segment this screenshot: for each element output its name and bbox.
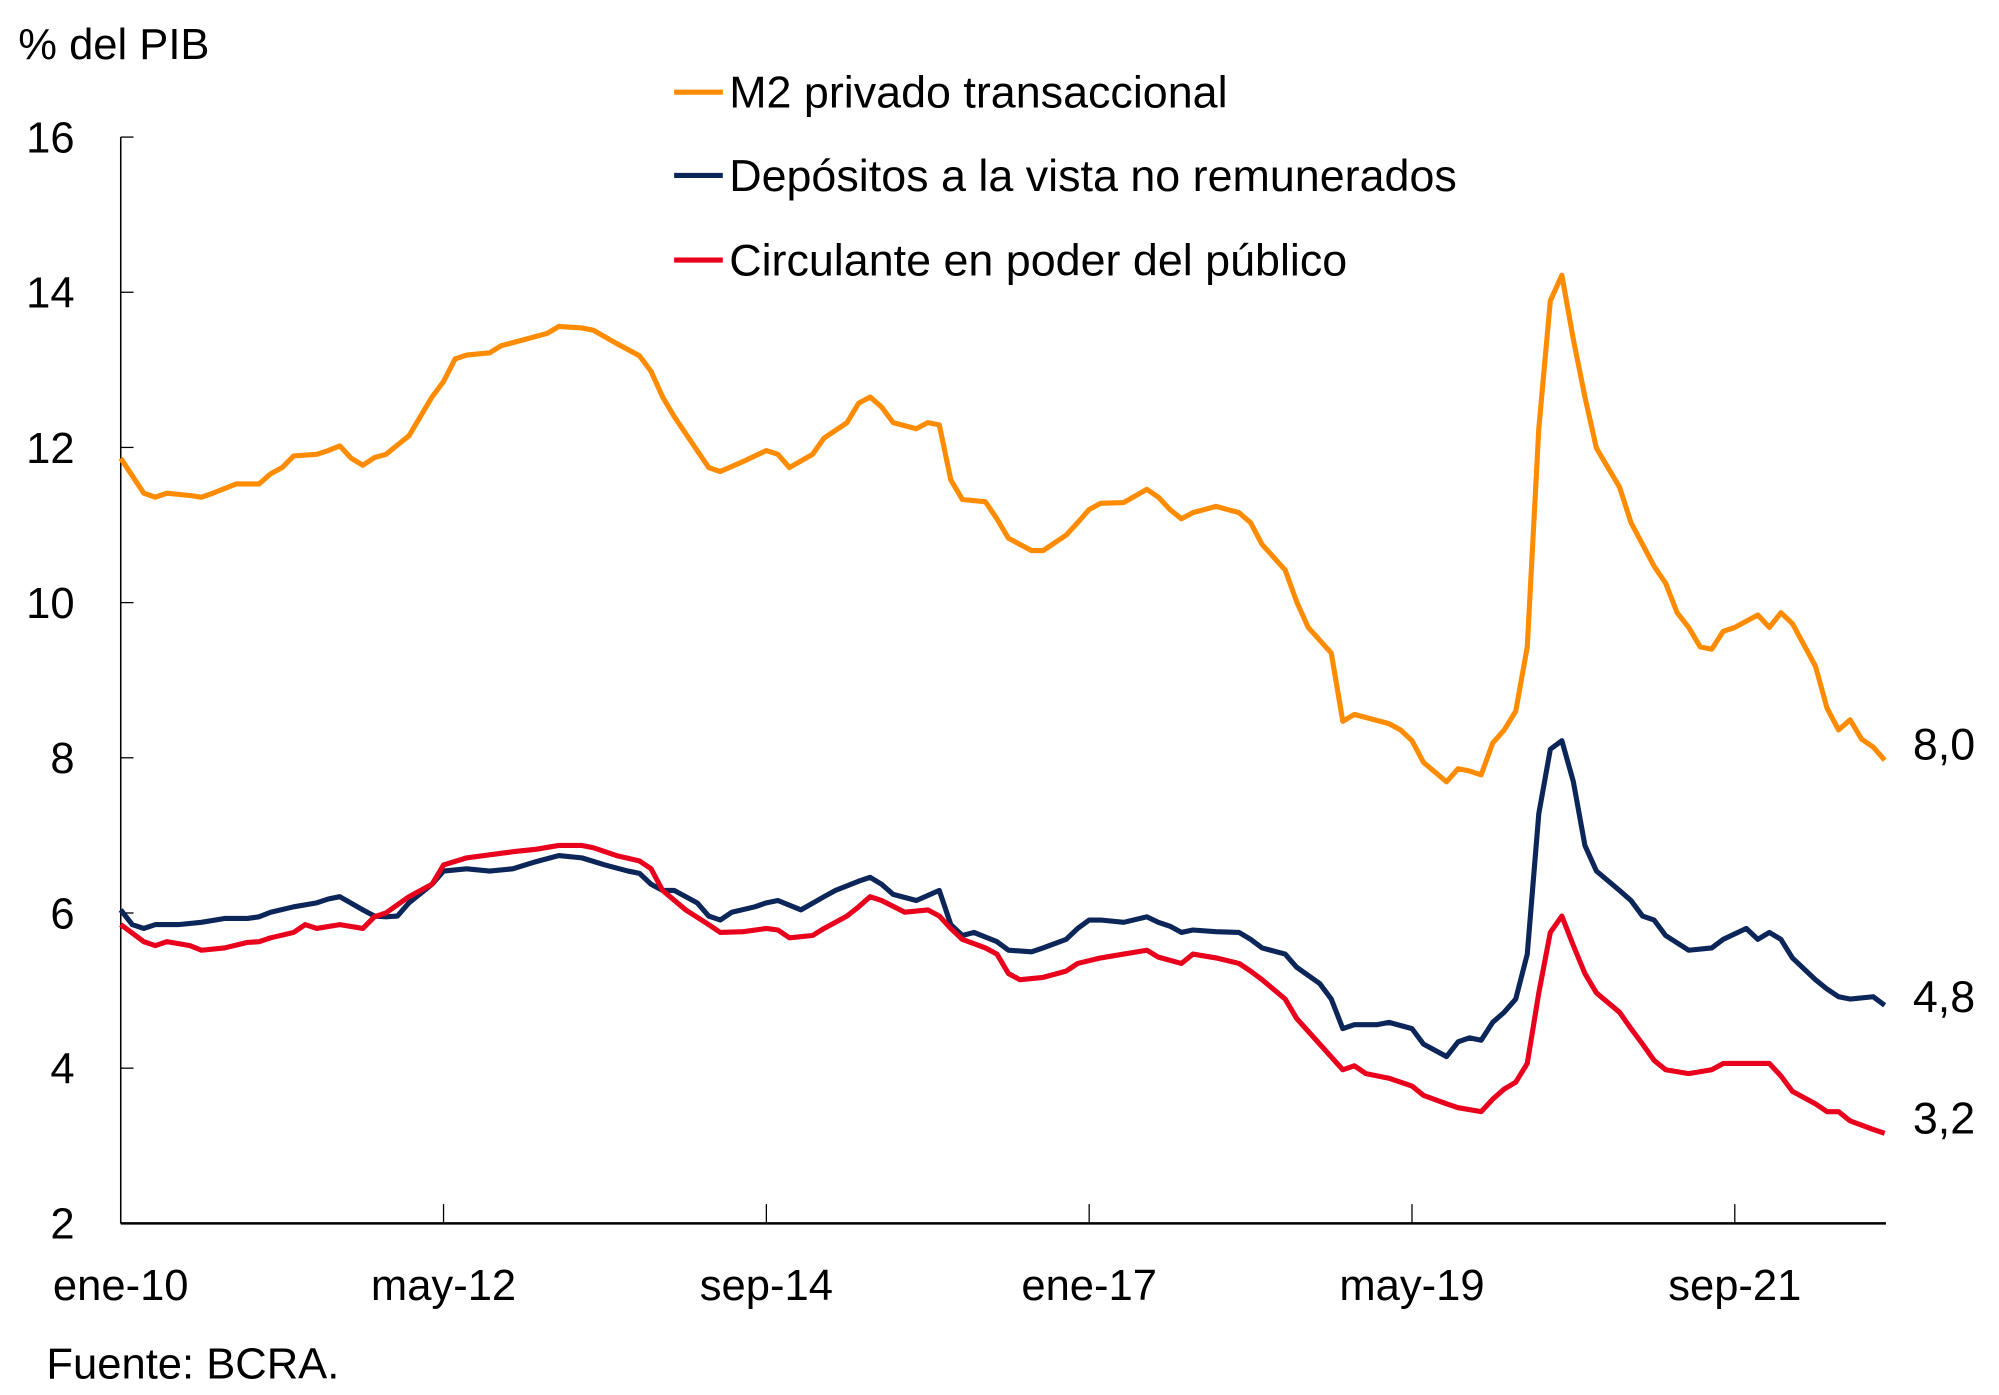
x-tick-label: may-12 <box>371 1262 516 1310</box>
x-tick-label: ene-10 <box>53 1262 189 1310</box>
y-tick-label: 14 <box>26 270 74 318</box>
end-value-label: 4,8 <box>1913 971 1975 1022</box>
legend-label: Circulante en poder del público <box>729 234 1347 285</box>
x-tick-label: sep-14 <box>700 1262 833 1310</box>
y-tick-label: 10 <box>26 580 74 628</box>
x-tick-label: sep-21 <box>1668 1262 1801 1310</box>
y-axis-label: % del PIB <box>18 21 209 69</box>
series-line-3 <box>119 842 1886 1136</box>
series-line-2 <box>118 738 1887 1060</box>
x-tick-label: may-19 <box>1339 1262 1484 1310</box>
legend: M2 privado transaccional Depósitos a la v… <box>674 67 1457 285</box>
y-tick-label: 16 <box>26 114 74 162</box>
y-tick-label: 8 <box>50 735 74 783</box>
end-value-label: 3,2 <box>1913 1093 1975 1144</box>
y-tick-label: 6 <box>50 890 74 938</box>
legend-label: Depósitos a la vista no remunerados <box>729 150 1457 201</box>
source-note: Fuente: BCRA. <box>46 1340 339 1388</box>
x-tick-label: ene-17 <box>1021 1262 1157 1310</box>
legend-label: M2 privado transaccional <box>729 67 1227 118</box>
y-tick-label: 12 <box>26 425 74 473</box>
series-line-1 <box>118 272 1887 785</box>
y-tick-label: 4 <box>50 1046 74 1094</box>
y-tick-label: 2 <box>50 1201 74 1249</box>
end-value-label: 8,0 <box>1913 719 1975 770</box>
